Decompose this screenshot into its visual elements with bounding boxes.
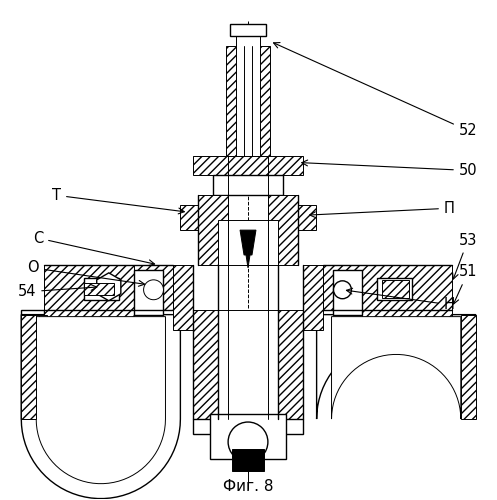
Text: Н: Н [346, 288, 455, 312]
Polygon shape [268, 196, 298, 265]
Polygon shape [44, 310, 134, 324]
Polygon shape [317, 314, 476, 419]
Polygon shape [246, 255, 250, 268]
Polygon shape [382, 280, 409, 297]
Polygon shape [278, 310, 303, 419]
Polygon shape [36, 316, 166, 484]
Polygon shape [84, 278, 119, 299]
Polygon shape [44, 265, 134, 310]
Bar [218, 310, 278, 419]
Polygon shape [198, 196, 228, 265]
Polygon shape [21, 314, 180, 498]
Bar [232, 449, 264, 471]
Polygon shape [173, 265, 193, 330]
Polygon shape [97, 273, 121, 300]
Polygon shape [461, 314, 476, 419]
Polygon shape [377, 278, 412, 299]
Bar [218, 220, 278, 265]
Bar [210, 414, 286, 459]
Bar [236, 36, 260, 156]
Polygon shape [323, 265, 452, 310]
Text: 54: 54 [18, 284, 97, 300]
Circle shape [333, 281, 351, 298]
Polygon shape [21, 310, 134, 419]
Text: О: О [27, 260, 145, 286]
Polygon shape [226, 46, 236, 156]
Bar [230, 24, 266, 36]
Text: 52: 52 [273, 42, 478, 138]
Polygon shape [213, 176, 283, 196]
Text: Фиг. 8: Фиг. 8 [223, 479, 273, 494]
Polygon shape [298, 206, 316, 230]
Polygon shape [26, 314, 131, 414]
Text: 50: 50 [302, 160, 478, 178]
Polygon shape [303, 265, 323, 330]
Polygon shape [240, 230, 256, 255]
Polygon shape [134, 270, 164, 314]
Text: П: П [310, 200, 455, 218]
Polygon shape [332, 270, 362, 314]
Polygon shape [193, 419, 303, 434]
Circle shape [144, 280, 164, 299]
Polygon shape [193, 310, 218, 419]
Polygon shape [21, 314, 36, 419]
Text: 53: 53 [453, 232, 477, 279]
Polygon shape [84, 283, 114, 294]
Polygon shape [44, 265, 173, 310]
Polygon shape [193, 156, 303, 176]
Polygon shape [362, 310, 452, 324]
Text: Т: Т [52, 188, 184, 214]
Text: 51: 51 [453, 264, 477, 304]
Polygon shape [260, 46, 270, 156]
Polygon shape [180, 206, 198, 230]
Text: С: С [33, 230, 155, 266]
Polygon shape [331, 316, 461, 419]
Polygon shape [21, 314, 39, 414]
Circle shape [228, 422, 268, 462]
